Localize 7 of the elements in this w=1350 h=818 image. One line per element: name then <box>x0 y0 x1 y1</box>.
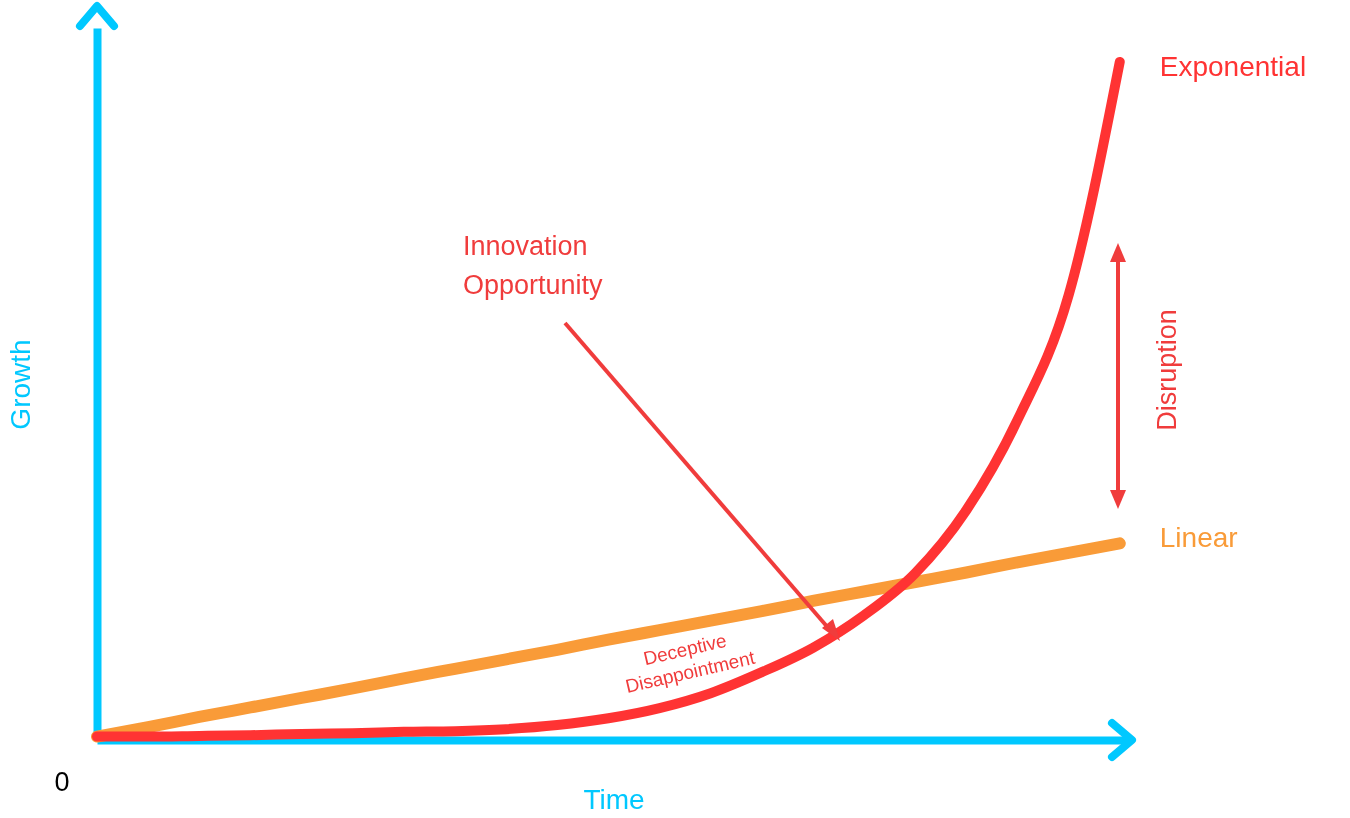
series-label: Exponential <box>1159 50 1307 82</box>
text: 0 <box>54 767 70 797</box>
annotation: Innovation Opportunity <box>463 231 604 301</box>
series-label: Linear <box>1159 522 1238 554</box>
y-axis-title: Growth <box>4 339 36 430</box>
x-axis-title: Time <box>583 783 645 815</box>
text: Disruption <box>1152 309 1182 431</box>
